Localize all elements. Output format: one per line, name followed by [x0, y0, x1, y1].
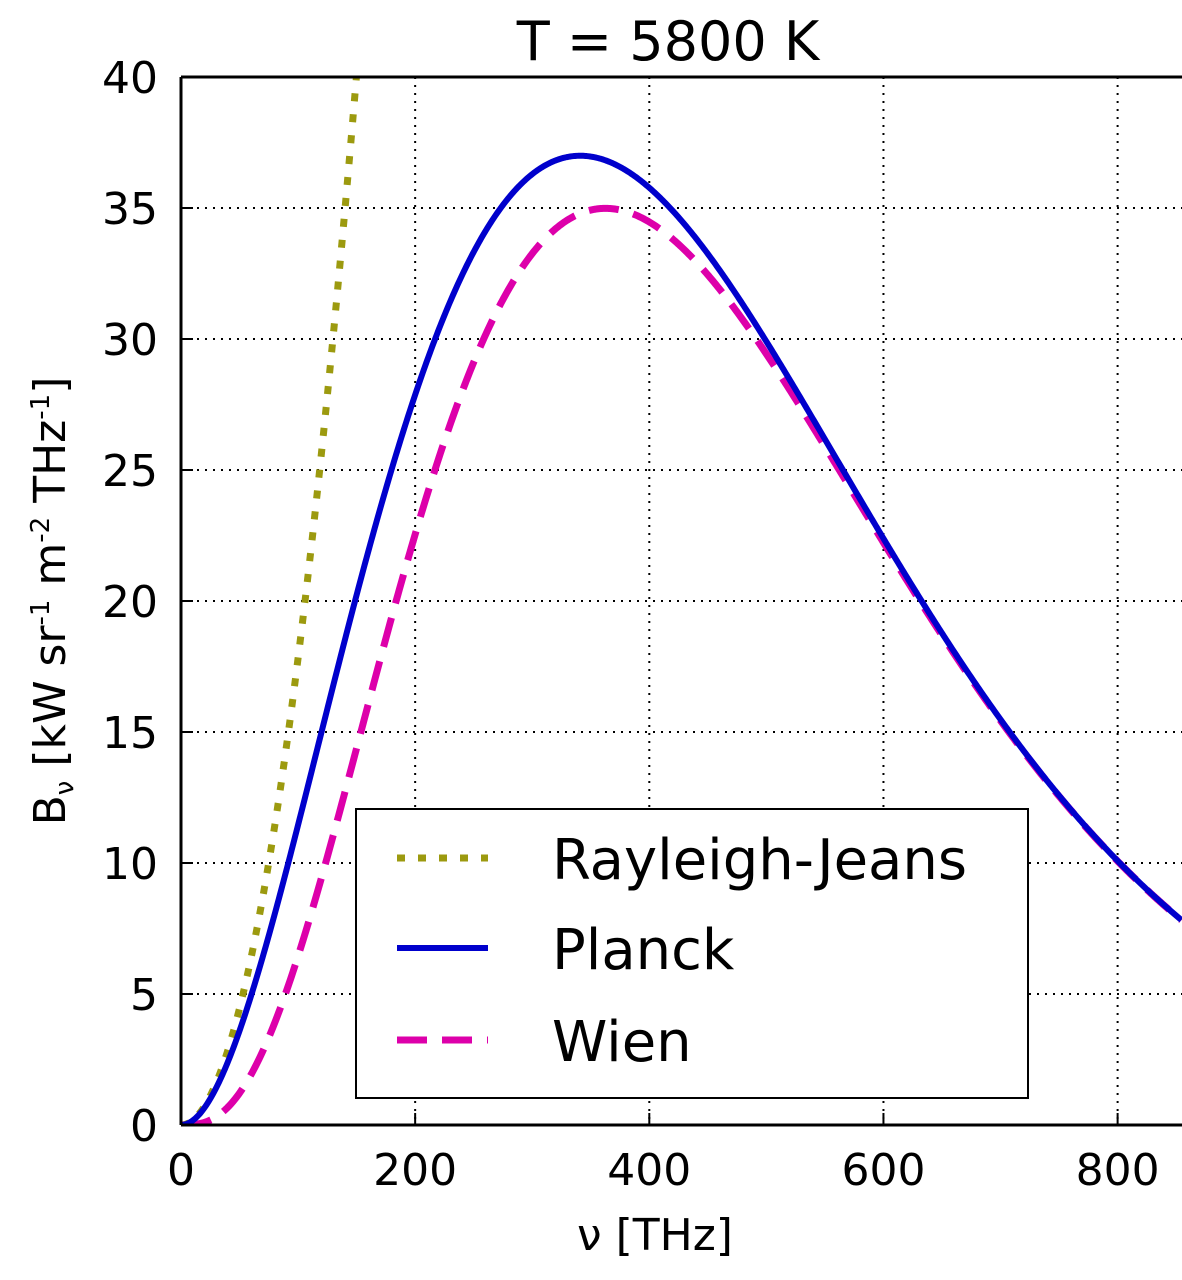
- series-layer: [181, 77, 1182, 1125]
- y-label-symbol-sub: ν: [50, 781, 80, 796]
- axis-ticks: 0 200 400 600 800 0 5 10 15 20 25 30 35 40: [102, 53, 1160, 1196]
- y-tick-label: 35: [102, 184, 158, 235]
- y-tick-label: 25: [102, 446, 158, 497]
- series-line-rayleigh-jeans: [181, 77, 360, 1125]
- y-label-exp3: -1: [26, 394, 56, 420]
- x-tick-label: 800: [1076, 1145, 1160, 1196]
- y-tick-label: 20: [102, 577, 158, 628]
- x-tick-label: 400: [607, 1145, 691, 1196]
- legend: Rayleigh-Jeans Planck Wien: [355, 808, 1029, 1099]
- y-tick-label: 0: [130, 1101, 158, 1152]
- y-label-exp1: -1: [26, 600, 56, 626]
- legend-label-rayleigh-jeans: Rayleigh-Jeans: [552, 828, 967, 893]
- series-line-planck: [181, 152, 1182, 1125]
- y-label-mid: m: [25, 543, 76, 600]
- x-axis-label: ν [THz]: [577, 1210, 733, 1261]
- y-label-tail: THz: [25, 420, 76, 517]
- chart-title: T = 5800 K: [516, 10, 821, 73]
- legend-label-planck: Planck: [552, 918, 735, 983]
- x-tick-label: 0: [167, 1145, 195, 1196]
- legend-items: Rayleigh-Jeans Planck Wien: [397, 828, 967, 1075]
- y-label-exp2: -2: [26, 517, 56, 543]
- x-tick-label: 200: [373, 1145, 457, 1196]
- y-tick-label: 5: [130, 970, 158, 1021]
- y-label-open: [kW sr: [25, 625, 76, 781]
- x-tick-label: 600: [841, 1145, 925, 1196]
- y-label-symbol: B: [25, 795, 76, 825]
- y-tick-label: 15: [102, 708, 158, 759]
- y-axis-label: Bν [kW sr-1 m-2 THz-1]: [25, 377, 80, 826]
- y-tick-label: 40: [102, 53, 158, 104]
- y-label-close: ]: [25, 377, 76, 394]
- y-tick-label: 10: [102, 839, 158, 890]
- y-tick-label: 30: [102, 315, 158, 366]
- legend-label-wien: Wien: [552, 1010, 692, 1075]
